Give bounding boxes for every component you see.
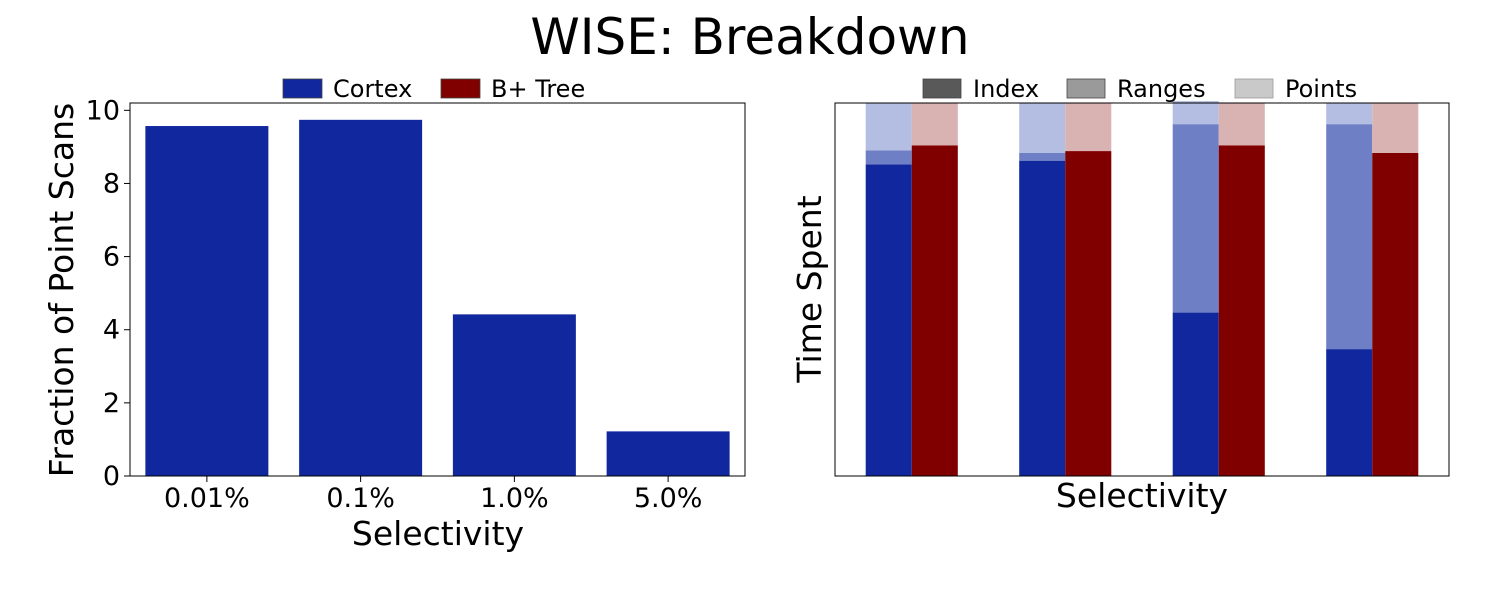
y-tick-label: 0 (103, 461, 120, 492)
bar-cortex-0 (145, 126, 269, 476)
bar-cortex-ranges-2 (1172, 124, 1219, 313)
right-y-axis-label: Time Spent (790, 195, 829, 383)
x-tick-label: 5.0% (634, 483, 703, 514)
legend-swatch-points (1234, 78, 1274, 99)
right-bars (865, 101, 1419, 477)
bar-cortex-3 (606, 431, 730, 476)
left-x-axis-label: Selectivity (352, 514, 524, 553)
legend-swatch-btree (440, 78, 481, 99)
x-tick-label: 0.01% (164, 483, 250, 514)
bar-btree-points-1 (1065, 103, 1112, 152)
right-legend: Index Ranges Points (922, 75, 1357, 103)
y-tick-label: 8 (103, 168, 120, 199)
left-y-axis-label: Fraction of Point Scans (42, 103, 81, 477)
bar-btree-index-0 (911, 145, 958, 477)
bar-btree-index-2 (1218, 145, 1265, 477)
bar-cortex-1 (299, 119, 423, 477)
legend-swatch-cortex (282, 78, 323, 99)
bar-cortex-index-0 (865, 164, 912, 477)
bar-cortex-points-2 (1172, 101, 1219, 125)
left-chart: 0 2 4 6 8 10 0.01% 0.1% 1.0% 5.0% Selectivity Fr… (42, 75, 746, 553)
bar-cortex-points-3 (1326, 103, 1373, 125)
bar-cortex-ranges-3 (1326, 124, 1373, 350)
bar-cortex-ranges-0 (865, 150, 912, 165)
legend-swatch-ranges (1066, 78, 1106, 99)
bar-cortex-points-1 (1019, 103, 1066, 153)
bar-btree-points-0 (911, 103, 958, 146)
y-tick-label: 6 (103, 242, 120, 273)
legend-label-index: Index (973, 75, 1039, 103)
x-tick-label: 0.1% (326, 483, 395, 514)
legend-label-ranges: Ranges (1117, 75, 1206, 103)
bar-btree-points-3 (1372, 103, 1419, 153)
y-tick-label: 2 (103, 388, 120, 419)
bar-cortex-index-1 (1019, 160, 1066, 476)
left-plot-frame (129, 102, 746, 477)
legend-label-btree: B+ Tree (491, 75, 585, 103)
left-legend: Cortex B+ Tree (282, 75, 585, 103)
left-y-axis: 0 2 4 6 8 10 (86, 95, 130, 492)
bar-cortex-points-0 (865, 103, 912, 151)
bar-btree-index-1 (1065, 151, 1112, 476)
left-x-axis: 0.01% 0.1% 1.0% 5.0% (164, 476, 702, 514)
x-tick-label: 1.0% (480, 483, 549, 514)
y-tick-label: 4 (103, 315, 120, 346)
legend-swatch-index (922, 78, 962, 99)
bar-cortex-index-3 (1326, 349, 1373, 476)
legend-label-cortex: Cortex (333, 75, 412, 103)
right-x-axis-label: Selectivity (1056, 476, 1228, 515)
bar-cortex-ranges-1 (1019, 152, 1066, 161)
right-plot-frame (834, 102, 1450, 477)
bar-btree-index-3 (1372, 152, 1419, 476)
left-bars (145, 119, 730, 477)
y-tick-label: 10 (86, 95, 120, 126)
legend-label-points: Points (1285, 75, 1357, 103)
figure-title: WISE: Breakdown (530, 8, 969, 66)
bar-cortex-index-2 (1172, 312, 1219, 476)
bar-btree-points-2 (1218, 103, 1265, 146)
bar-cortex-2 (452, 314, 576, 476)
right-chart: Selectivity Time Spent Index Ranges Poin… (790, 75, 1450, 515)
